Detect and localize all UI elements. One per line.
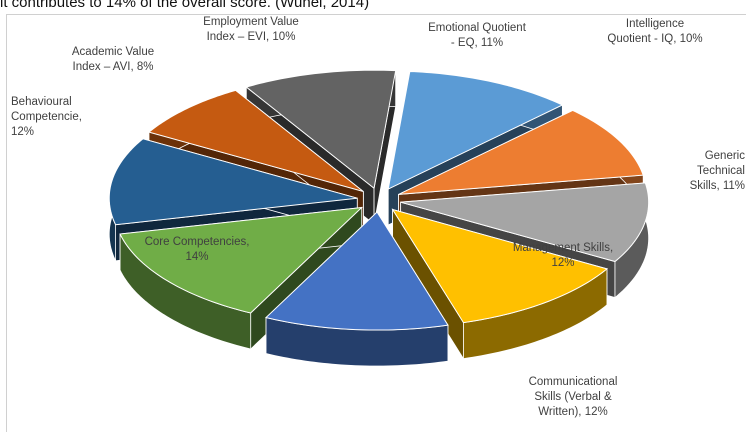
slice-label-2: Generic Technical Skills, 11% — [690, 150, 746, 192]
pie-slice-top-1 — [398, 109, 644, 195]
slice-label-5: Core Competencies, 14% — [145, 236, 250, 263]
chart-caption: it contributes to 14% of the overall sco… — [0, 0, 370, 11]
slice-label-8: Employment Value Index – EVI, 10% — [203, 16, 299, 43]
slice-label-7: Academic Value Index – AVI, 8% — [72, 46, 154, 73]
slice-label-4: Communicational Skills (Verbal & Written),… — [529, 376, 618, 418]
pie-slice-top-7 — [147, 89, 364, 192]
pie-slice-top-0 — [387, 70, 564, 190]
pie-slice-top-5 — [119, 206, 364, 314]
exploded-3d-pie-chart: Emotional Quotient - EQ, 11% Intelligence Q… — [11, 16, 746, 418]
pie-slice-top-4 — [265, 211, 449, 331]
pie-slice-top-8 — [245, 69, 397, 190]
pie-slice-top-3 — [391, 208, 609, 324]
slice-label-1: Intelligence Quotient - IQ, 10% — [607, 18, 702, 45]
pie-slice-4 — [265, 210, 449, 367]
slice-label-3: Management Skills, 12% — [513, 242, 613, 269]
pie-slice-top-6 — [108, 138, 358, 226]
slice-label-6: Behavioural Competencie, 12% — [11, 96, 82, 138]
slice-label-0: Emotional Quotient - EQ, 11% — [428, 22, 527, 49]
pie-slice-top-2 — [400, 182, 650, 263]
chart-frame: Emotional Quotient - EQ, 11% Intelligence Q… — [6, 14, 746, 432]
